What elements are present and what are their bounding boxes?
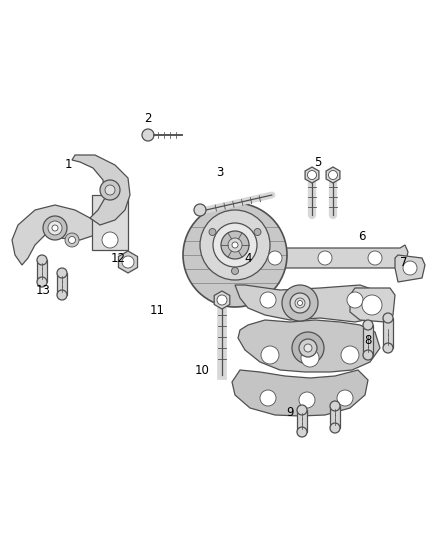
Circle shape [330, 423, 340, 433]
Circle shape [260, 292, 276, 308]
Polygon shape [232, 370, 368, 416]
Circle shape [43, 216, 67, 240]
Polygon shape [238, 320, 380, 372]
Polygon shape [214, 291, 230, 309]
Circle shape [383, 313, 393, 323]
Circle shape [37, 277, 47, 287]
Circle shape [328, 171, 338, 180]
Circle shape [297, 405, 307, 415]
Circle shape [363, 320, 373, 330]
Polygon shape [118, 251, 138, 273]
Polygon shape [235, 285, 385, 322]
Polygon shape [395, 255, 425, 282]
Circle shape [292, 332, 324, 364]
Circle shape [383, 343, 393, 353]
Text: 9: 9 [286, 406, 294, 418]
Circle shape [261, 346, 279, 364]
Circle shape [301, 349, 319, 367]
Text: 5: 5 [314, 156, 321, 168]
Circle shape [68, 237, 75, 244]
Circle shape [330, 401, 340, 411]
Circle shape [102, 232, 118, 248]
Text: 12: 12 [110, 252, 126, 264]
Circle shape [299, 339, 317, 357]
Polygon shape [297, 410, 307, 432]
Text: 2: 2 [144, 111, 152, 125]
Text: 11: 11 [149, 303, 165, 317]
Polygon shape [305, 167, 319, 183]
Circle shape [57, 268, 67, 278]
Circle shape [403, 261, 417, 275]
Circle shape [307, 171, 317, 180]
Polygon shape [72, 155, 130, 225]
Circle shape [228, 238, 242, 252]
Circle shape [200, 210, 270, 280]
Circle shape [297, 427, 307, 437]
Circle shape [362, 295, 382, 315]
Circle shape [65, 233, 79, 247]
Circle shape [232, 268, 239, 274]
Circle shape [318, 251, 332, 265]
Circle shape [297, 301, 303, 305]
Text: 3: 3 [216, 166, 224, 179]
Circle shape [260, 390, 276, 406]
Polygon shape [37, 260, 47, 282]
Circle shape [363, 350, 373, 360]
Circle shape [52, 225, 58, 231]
Circle shape [254, 229, 261, 236]
Polygon shape [92, 195, 128, 250]
Circle shape [57, 290, 67, 300]
Circle shape [282, 285, 318, 321]
Circle shape [37, 255, 47, 265]
Circle shape [183, 203, 287, 307]
Circle shape [209, 229, 216, 236]
Circle shape [105, 185, 115, 195]
Text: 13: 13 [35, 284, 50, 296]
Circle shape [194, 204, 206, 216]
Polygon shape [350, 288, 395, 322]
Circle shape [347, 292, 363, 308]
Circle shape [142, 129, 154, 141]
Polygon shape [330, 406, 340, 428]
Circle shape [100, 180, 120, 200]
Circle shape [368, 251, 382, 265]
Circle shape [299, 392, 315, 408]
Text: 1: 1 [64, 158, 72, 172]
Circle shape [337, 390, 353, 406]
Text: 10: 10 [194, 364, 209, 376]
Polygon shape [326, 167, 340, 183]
Circle shape [213, 223, 257, 267]
Circle shape [48, 221, 62, 235]
Circle shape [221, 231, 249, 259]
Text: 4: 4 [244, 252, 252, 264]
Circle shape [290, 293, 310, 313]
Text: 8: 8 [364, 334, 372, 346]
Text: 6: 6 [358, 230, 366, 244]
Polygon shape [240, 240, 408, 268]
Circle shape [304, 344, 312, 352]
Polygon shape [363, 325, 373, 355]
Circle shape [268, 251, 282, 265]
Circle shape [217, 295, 227, 305]
Polygon shape [12, 205, 100, 265]
Circle shape [232, 242, 238, 248]
Circle shape [122, 256, 134, 268]
Circle shape [295, 298, 305, 308]
Text: 7: 7 [400, 255, 408, 269]
Polygon shape [57, 273, 67, 295]
Circle shape [341, 346, 359, 364]
Polygon shape [383, 318, 393, 348]
